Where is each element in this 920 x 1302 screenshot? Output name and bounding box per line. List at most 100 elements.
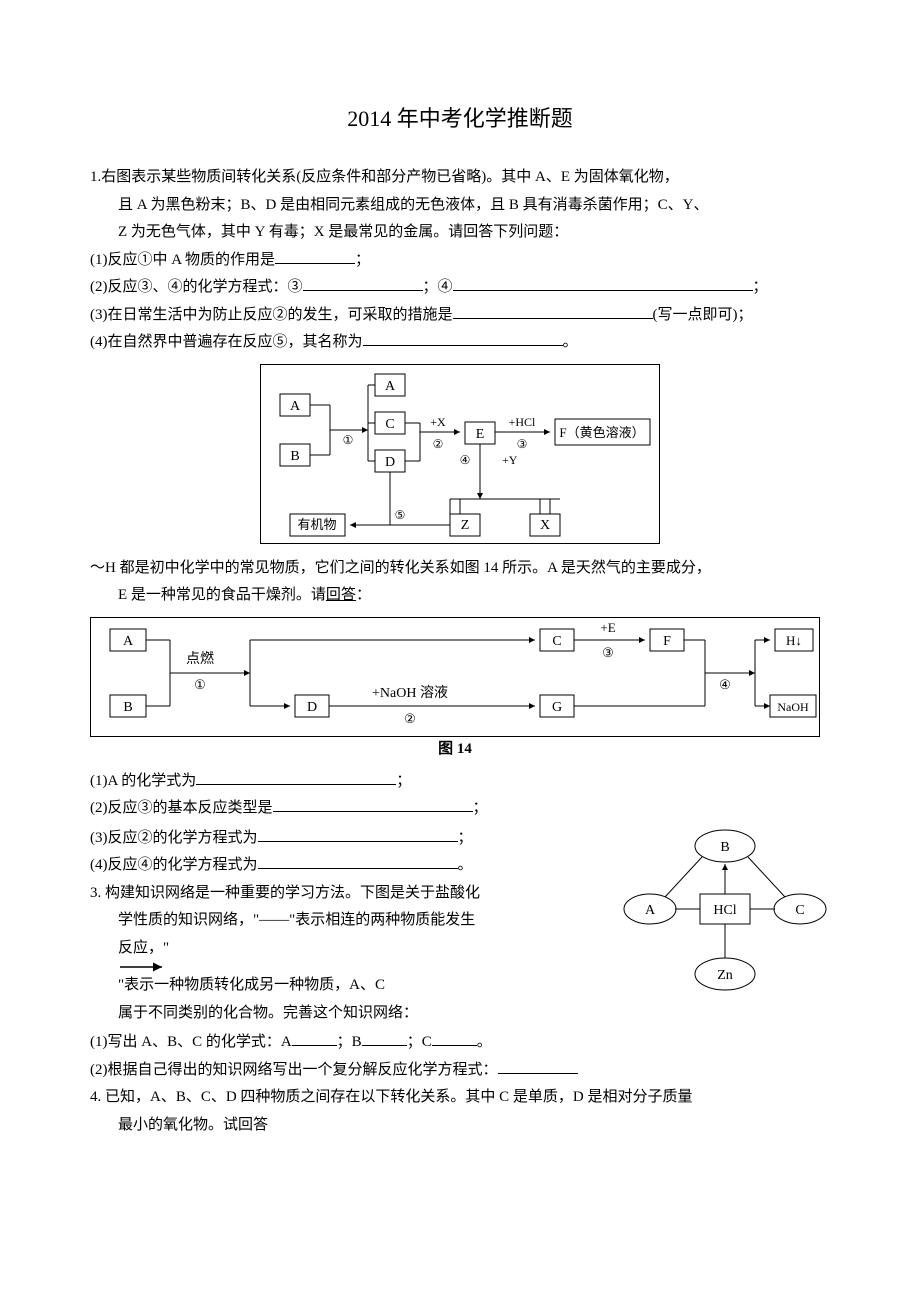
q1-diagram: A B A C D E F（黄色溶液） 有机物 Z X ① [90,364,830,544]
svg-text:C: C [795,903,804,918]
svg-text:D: D [385,455,395,470]
page-title: 2014 年中考化学推断题 [90,100,830,137]
q3-sub1-d: 。 [477,1034,492,1050]
svg-text:Z: Z [461,518,470,533]
page: 2014 年中考化学推断题 1.右图表示某些物质间转化关系(反应条件和部分产物已… [0,0,920,1200]
svg-text:Zn: Zn [717,968,733,983]
blank [362,1030,407,1046]
q1-sub4: (4)在自然界中普遍存在反应⑤，其名称为 。 [90,330,830,356]
svg-text:+Y: +Y [502,453,518,467]
q3-sub2: (2)根据自己得出的知识网络写出一个复分解反应化学方程式： [90,1058,830,1084]
q1-sub2-b: ；④ [423,279,453,295]
q1-sub3: (3)在日常生活中为防止反应②的发生，可采取的措施是 (写一点即可)； [90,303,830,329]
q1-sub4-a: (4)在自然界中普遍存在反应⑤，其名称为 [90,334,363,350]
q2-stem-line1: ～H 都是初中化学中的常见物质，它们之间的转化关系如图 14 所示。A 是天然气… [90,556,830,582]
svg-text:C: C [552,634,561,649]
q3-sub1-b: ；B [337,1034,362,1050]
blank [275,248,355,264]
q4-stem-line2: 最小的氧化物。试回答 [90,1113,830,1139]
q3-stem-l4: 属于不同类别的化合物。完善这个知识网络： [90,1001,608,1027]
svg-text:X: X [540,518,550,533]
svg-text:F（黄色溶液）: F（黄色溶液） [559,425,644,440]
svg-text:A: A [290,399,301,414]
q2-sub1: (1)A 的化学式为 ； [90,769,830,795]
svg-text:+HCl: +HCl [509,415,536,429]
svg-text:B: B [290,449,299,464]
svg-text:C: C [385,417,394,432]
q2-sub1-a: (1)A 的化学式为 [90,773,196,789]
svg-text:+NaOH 溶液: +NaOH 溶液 [372,685,448,701]
svg-text:B: B [123,700,132,715]
svg-text:点燃: 点燃 [186,650,214,667]
q3-stem-l3: 反应，" "表示一种物质转化成另一种物质，A、C [90,936,608,999]
blank [258,826,458,842]
q3-diagram: B A C Zn HCl [620,824,830,994]
q1-sub3-b: (写一点即可)； [653,307,753,323]
q2-sub4-b: 。 [458,857,473,873]
blank [196,769,396,785]
svg-text:F: F [663,634,671,649]
svg-text:HCl: HCl [713,903,736,918]
q2-sub2-b: ； [473,800,488,816]
q1-stem-line3: Z 为无色气体，其中 Y 有毒；X 是最常见的金属。请回答下列问题： [90,220,830,246]
q1-sub2-a: (2)反应③、④的化学方程式：③ [90,279,303,295]
q1-sub1-b: ； [355,252,370,268]
q2-stem2a: E 是一种常见的食品干燥剂。请 [118,587,326,603]
q4-stem-line1: 4. 已知，A、B、C、D 四种物质之间存在以下转化关系。其中 C 是单质，D … [90,1085,830,1111]
q2-sub2-a: (2)反应③的基本反应类型是 [90,800,273,816]
svg-text:A: A [645,903,656,918]
q1-sub2: (2)反应③、④的化学方程式：③ ；④ ； [90,275,830,301]
q3-sub2-a: (2)根据自己得出的知识网络写出一个复分解反应化学方程式： [90,1062,498,1078]
q1-sub2-c: ； [753,279,768,295]
svg-text:②: ② [404,711,416,726]
blank [453,275,753,291]
svg-text:有机物: 有机物 [297,517,336,532]
q3-row: (3)反应②的化学方程式为； (4)反应④的化学方程式为。 3. 构建知识网络是… [90,824,830,1029]
q2-sub4-a: (4)反应④的化学方程式为 [90,857,258,873]
svg-text:图 14: 图 14 [438,740,472,757]
svg-text:A: A [385,379,396,394]
arrow-icon [118,961,168,973]
q2-diagram: A B 点燃 ① C D +NaOH 溶液 ② G +E ③ [90,617,830,757]
svg-text:⑤: ⑤ [395,508,406,522]
blank [258,853,458,869]
q2-sub3-b: ； [458,830,473,846]
blank [453,303,653,319]
q3-stem-l3a: 反应，" [118,940,169,956]
q3-sub1-c: ；C [407,1034,432,1050]
q1-stem-line2: 且 A 为黑色粉末；B、D 是由相同元素组成的无色液体，且 B 具有消毒杀菌作用… [90,193,830,219]
q2-sub2: (2)反应③的基本反应类型是 ； [90,796,830,822]
q2-stem2b: 回答 [326,587,356,603]
svg-text:①: ① [194,677,206,692]
q1-sub3-a: (3)在日常生活中为防止反应②的发生，可采取的措施是 [90,307,453,323]
q2-sub3: (3)反应②的化学方程式为 ； [90,826,608,852]
q3-sub1: (1)写出 A、B、C 的化学式：A ；B ；C 。 [90,1030,830,1056]
q1-stem-line1: 1.右图表示某些物质间转化关系(反应条件和部分产物已省略)。其中 A、E 为固体… [90,165,830,191]
svg-text:②: ② [433,437,444,451]
svg-text:+X: +X [430,415,446,429]
svg-text:H↓: H↓ [786,633,802,648]
q2-sub4: (4)反应④的化学方程式为 。 [90,853,608,879]
q2-stem2c: ： [356,587,371,603]
q2-sub1-b: ； [396,773,411,789]
q2-sub3-a: (3)反应②的化学方程式为 [90,830,258,846]
q1-sub4-b: 。 [563,334,578,350]
svg-text:G: G [552,700,562,715]
q3-sub1-a: (1)写出 A、B、C 的化学式：A [90,1034,292,1050]
blank [498,1058,578,1074]
svg-text:D: D [307,700,317,715]
blank [273,796,473,812]
q3-stem-l3b: "表示一种物质转化成另一种物质，A、C [118,977,385,993]
svg-text:①: ① [343,433,354,447]
q1-sub1: (1)反应①中 A 物质的作用是 ； [90,248,830,274]
svg-text:+E: +E [600,620,615,635]
svg-text:B: B [720,840,729,855]
blank [363,330,563,346]
svg-text:A: A [123,634,134,649]
svg-text:④: ④ [460,453,471,467]
svg-text:E: E [476,427,485,442]
q3-stem-l2: 学性质的知识网络，"——"表示相连的两种物质能发生 [90,908,608,934]
svg-text:③: ③ [517,437,528,451]
svg-text:④: ④ [719,677,731,692]
q1-sub1-a: (1)反应①中 A 物质的作用是 [90,252,275,268]
